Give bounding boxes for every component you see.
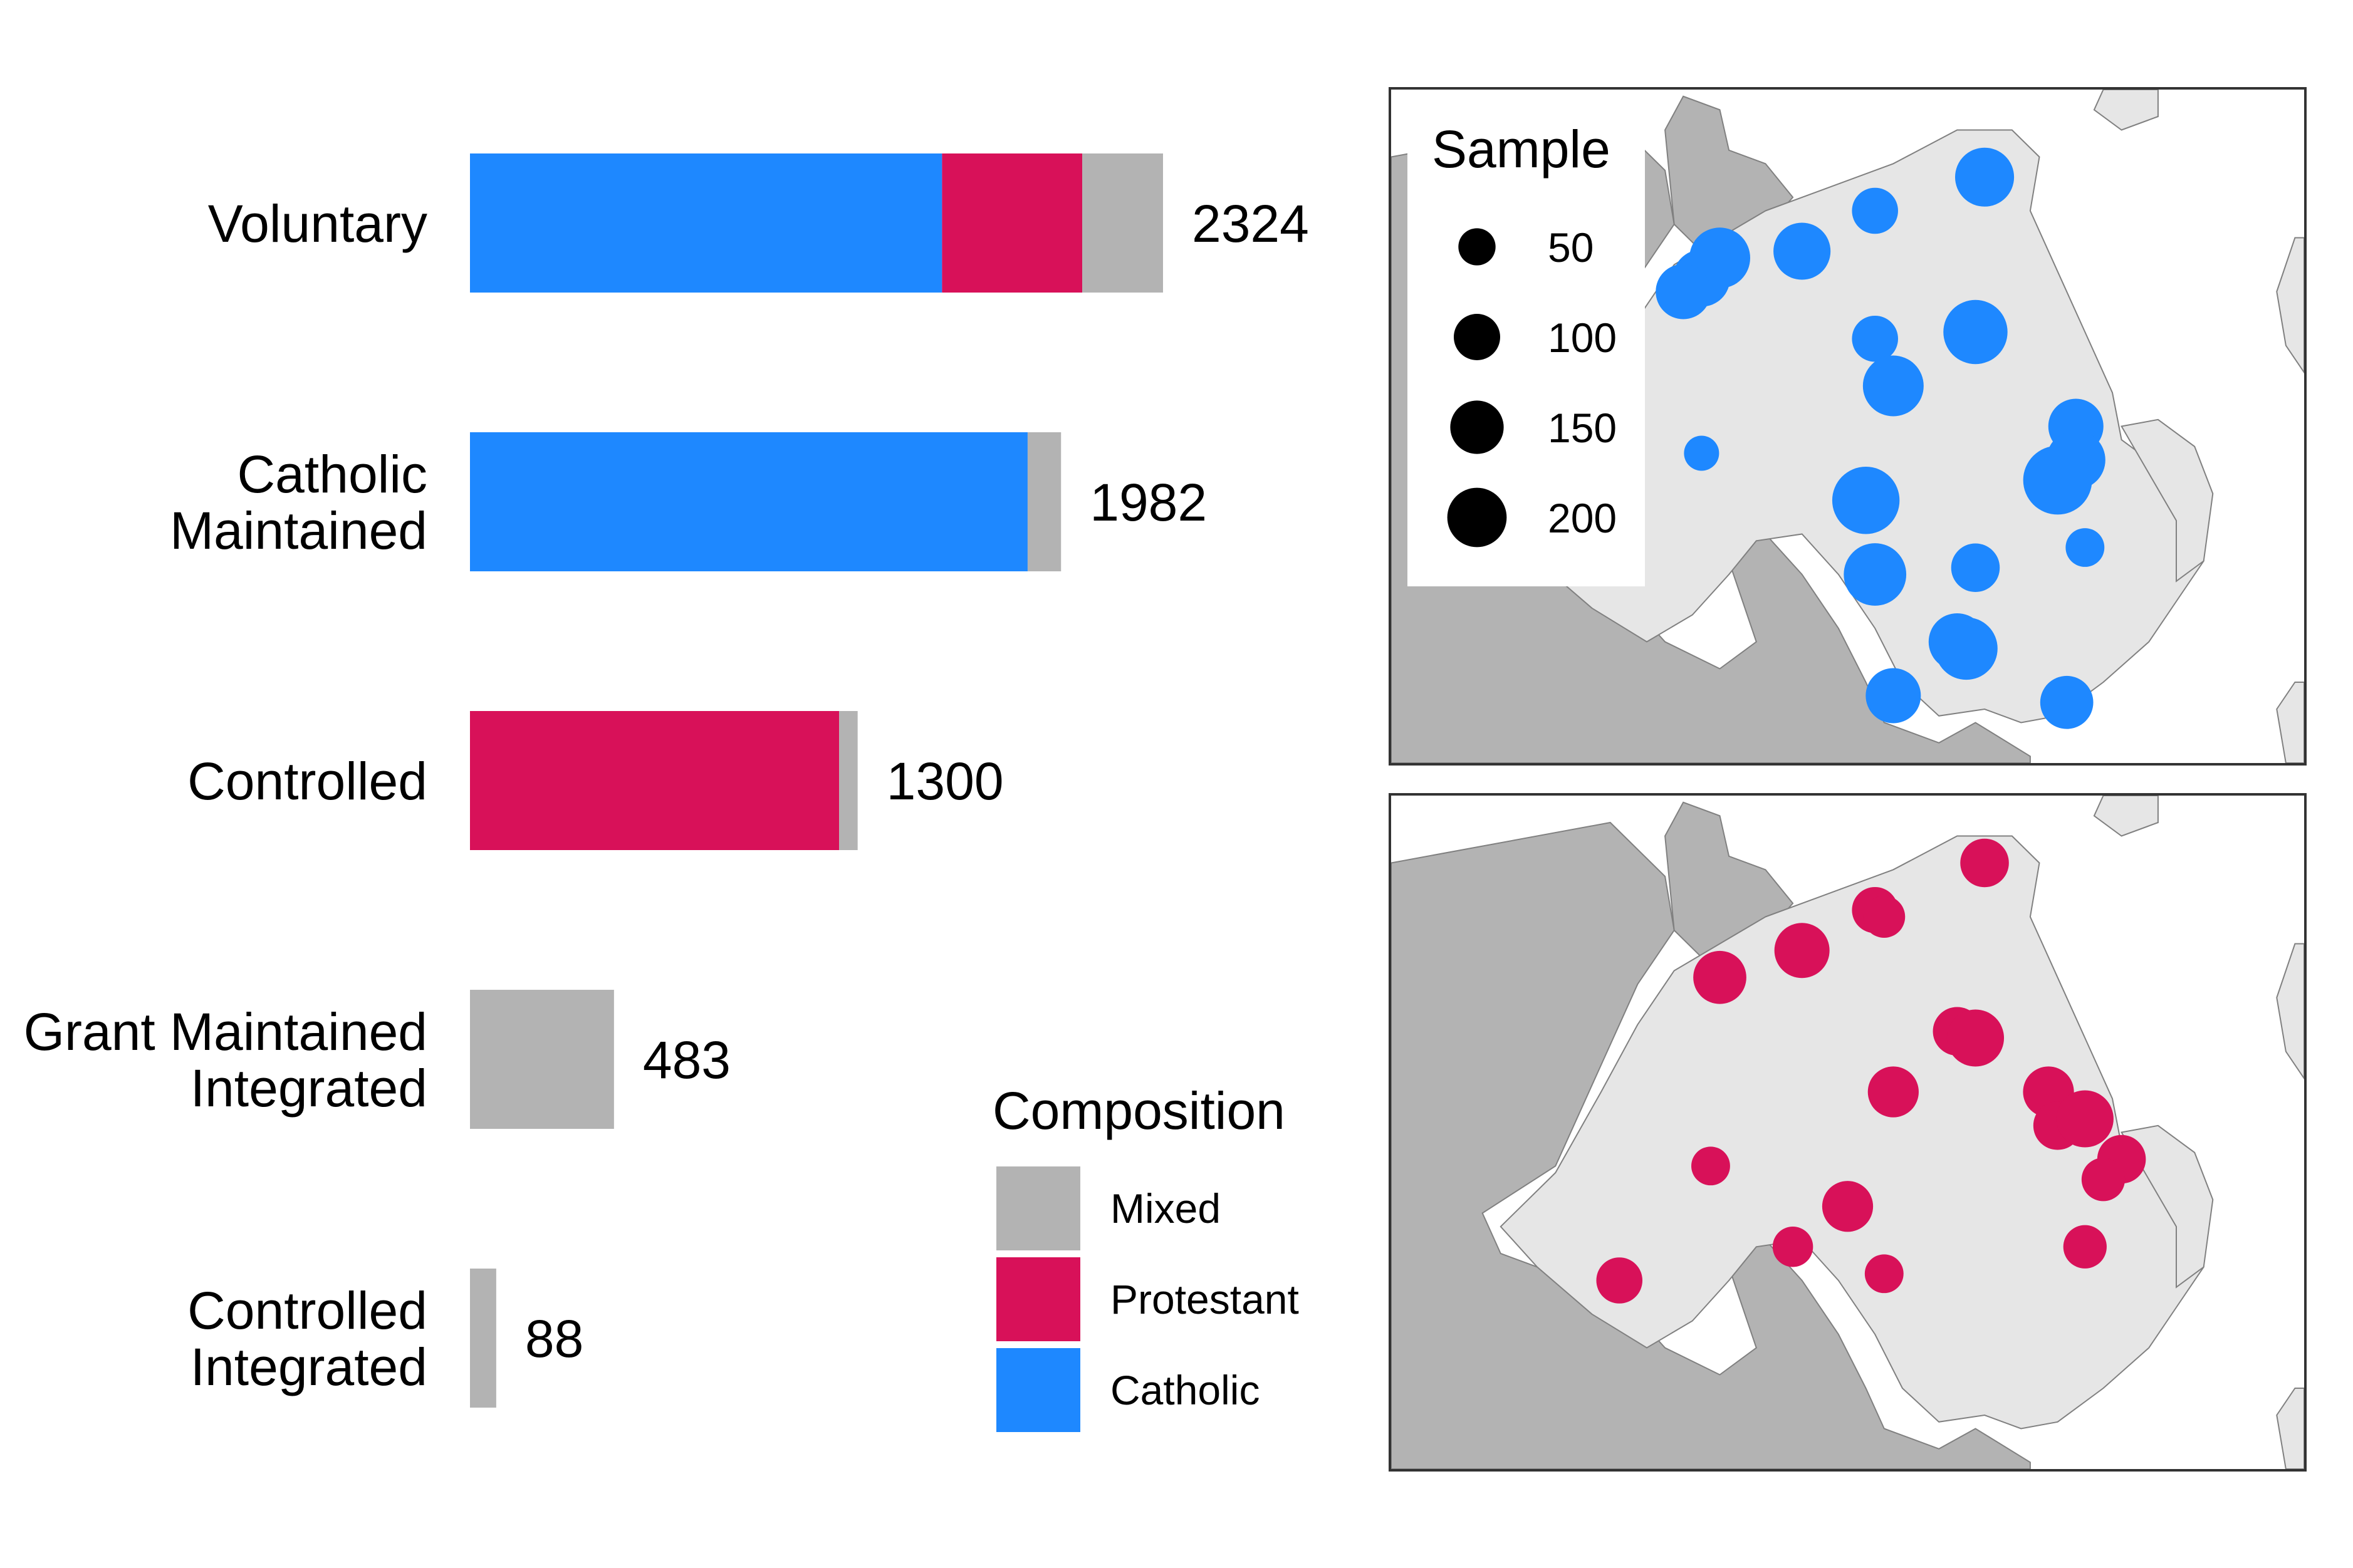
category-label-controlled: Controlled [187, 752, 427, 811]
scotland-coast-east [2276, 237, 2304, 374]
category-label-integrated: Integrated [190, 1337, 427, 1396]
total-label-controlled: 1300 [887, 752, 1004, 811]
bar-segment-mixed-grant-maintained-integrated [470, 990, 614, 1129]
map-points-protestant [1596, 838, 2146, 1304]
bar-segment-mixed-controlled [839, 711, 858, 850]
total-label-grant-maintained-integrated: 483 [643, 1031, 731, 1089]
catholic-point-7 [1943, 299, 2008, 365]
total-label-voluntary: 2324 [1192, 194, 1309, 253]
catholic-point-13 [2023, 445, 2092, 515]
legend-label-catholic: Catholic [1110, 1367, 1260, 1413]
bar-segment-mixed-voluntary [1082, 153, 1163, 293]
category-label-catholic: Catholic [237, 445, 427, 504]
legend-label-protestant: Protestant [1110, 1276, 1299, 1322]
total-label-catholic-maintained: 1982 [1090, 473, 1207, 532]
protestant-point-19 [1864, 1254, 1904, 1294]
catholic-point-16 [1844, 543, 1907, 606]
protestant-point-8 [1867, 1066, 1919, 1118]
size-legend-title: Sample [1432, 120, 1610, 179]
total-label-controlled-integrated: 88 [525, 1309, 583, 1368]
inishowen-peninsula [1664, 801, 1794, 958]
catholic-point-14 [1832, 467, 1900, 534]
catholic-point-20 [1865, 668, 1921, 724]
map-geography-protestant [1391, 796, 2304, 1469]
protestant-point-4 [1774, 923, 1830, 979]
protestant-point-11 [2056, 1090, 2114, 1148]
protestant-point-14 [1691, 1146, 1730, 1186]
catholic-point-6 [1656, 264, 1711, 319]
legend-key-catholic [996, 1348, 1080, 1432]
inishowen-peninsula [1664, 95, 1794, 252]
legend-key-protestant [996, 1257, 1080, 1341]
catholic-point-8 [1852, 315, 1898, 362]
catholic-point-19 [1935, 617, 1998, 680]
bar-segment-mixed-controlled-integrated [470, 1269, 496, 1408]
size-legend-label-100: 100 [1548, 314, 1617, 361]
category-label-voluntary: Voluntary [208, 194, 427, 253]
bar-segment-protestant-controlled [470, 711, 840, 850]
protestant-point-13 [2081, 1158, 2126, 1202]
ireland-landmass [1391, 821, 2031, 1469]
size-legend-label-150: 150 [1548, 405, 1617, 451]
scotland-coast-east [2276, 943, 2304, 1080]
protestant-point-1 [1960, 838, 2009, 888]
protestant-point-17 [2063, 1225, 2107, 1269]
catholic-point-2 [1852, 187, 1898, 234]
scotland-coast-north [2093, 796, 2159, 837]
catholic-point-10 [1684, 435, 1719, 471]
size-legend-label-200: 200 [1548, 495, 1617, 541]
size-legend-circle-100 [1454, 314, 1500, 360]
sample-size-legend: Sample 50 100 150 200 [1407, 113, 1645, 586]
protestant-point-5 [1693, 950, 1746, 1004]
catholic-point-4 [1773, 222, 1831, 280]
category-label-grant-maintained: Grant Maintained [24, 1002, 427, 1061]
size-legend-box [1407, 113, 1645, 586]
bar-segment-catholic-voluntary [470, 153, 942, 293]
category-label-maintained: Maintained [170, 501, 427, 560]
island-southeast [2276, 682, 2304, 763]
protestant-point-16 [1772, 1227, 1813, 1267]
legend-key-mixed [996, 1166, 1080, 1250]
catholic-point-15 [2065, 528, 2105, 567]
map-points-catholic [1656, 147, 2105, 729]
category-label-controlled: Controlled [187, 1281, 427, 1340]
catholic-point-1 [1954, 147, 2015, 207]
catholic-point-9 [1862, 355, 1924, 417]
catholic-point-21 [2040, 675, 2094, 729]
legend-label-mixed: Mixed [1110, 1185, 1221, 1232]
protestant-point-3 [1863, 896, 1906, 938]
northern-ireland-landmass [1500, 835, 2204, 1430]
map-panel-protestant [1389, 793, 2307, 1472]
protestant-point-7 [1946, 1009, 2005, 1067]
size-legend-circle-200 [1447, 487, 1507, 548]
catholic-point-17 [1951, 543, 2000, 593]
legend-title: Composition [993, 1081, 1285, 1140]
size-legend-circle-150 [1450, 400, 1504, 454]
protestant-point-15 [1822, 1181, 1874, 1232]
size-legend-circle-50 [1458, 228, 1496, 266]
bar-segment-protestant-voluntary [942, 153, 1083, 293]
category-label-integrated: Integrated [190, 1059, 427, 1118]
island-southeast [2276, 1388, 2304, 1469]
size-legend-label-50: 50 [1548, 224, 1594, 271]
bar-segment-mixed-catholic-maintained [1027, 432, 1062, 571]
bar-segment-catholic-catholic-maintained [470, 432, 1028, 571]
composition-legend: Composition Mixed Protestant Catholic [993, 1081, 1299, 1432]
scotland-coast-north [2093, 90, 2159, 131]
ards-peninsula [2121, 418, 2214, 583]
protestant-point-18 [1596, 1257, 1643, 1304]
map-panel-catholic: Sample 50 100 150 200 [1389, 87, 2307, 766]
